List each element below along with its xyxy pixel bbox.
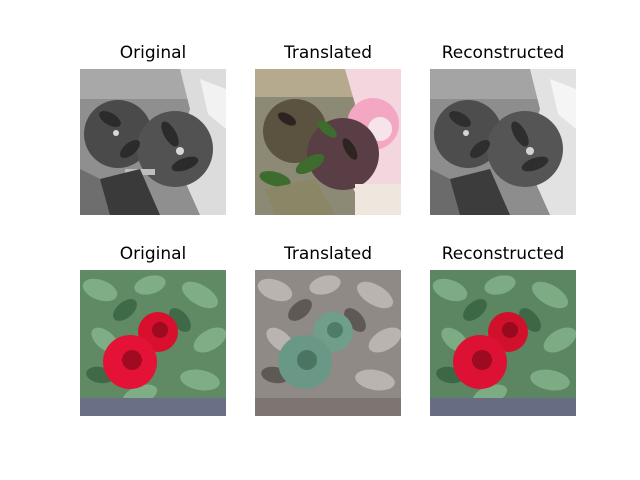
panel-title: Original [119,244,187,264]
panel-title: Reconstructed [441,244,565,264]
pink-flower-translated-image [255,69,401,215]
red-rose-reconstructed-image [430,270,576,416]
grayscale-flower-reconstructed-image [430,69,576,215]
panel-title: Translated [284,43,372,63]
grayscale-flower-image [80,69,226,215]
red-rose-image [80,270,226,416]
panel-title: Translated [284,244,372,264]
gray-rose-translated-image [255,270,401,416]
panel-title: Original [119,43,187,63]
panel-title: Reconstructed [441,43,565,63]
